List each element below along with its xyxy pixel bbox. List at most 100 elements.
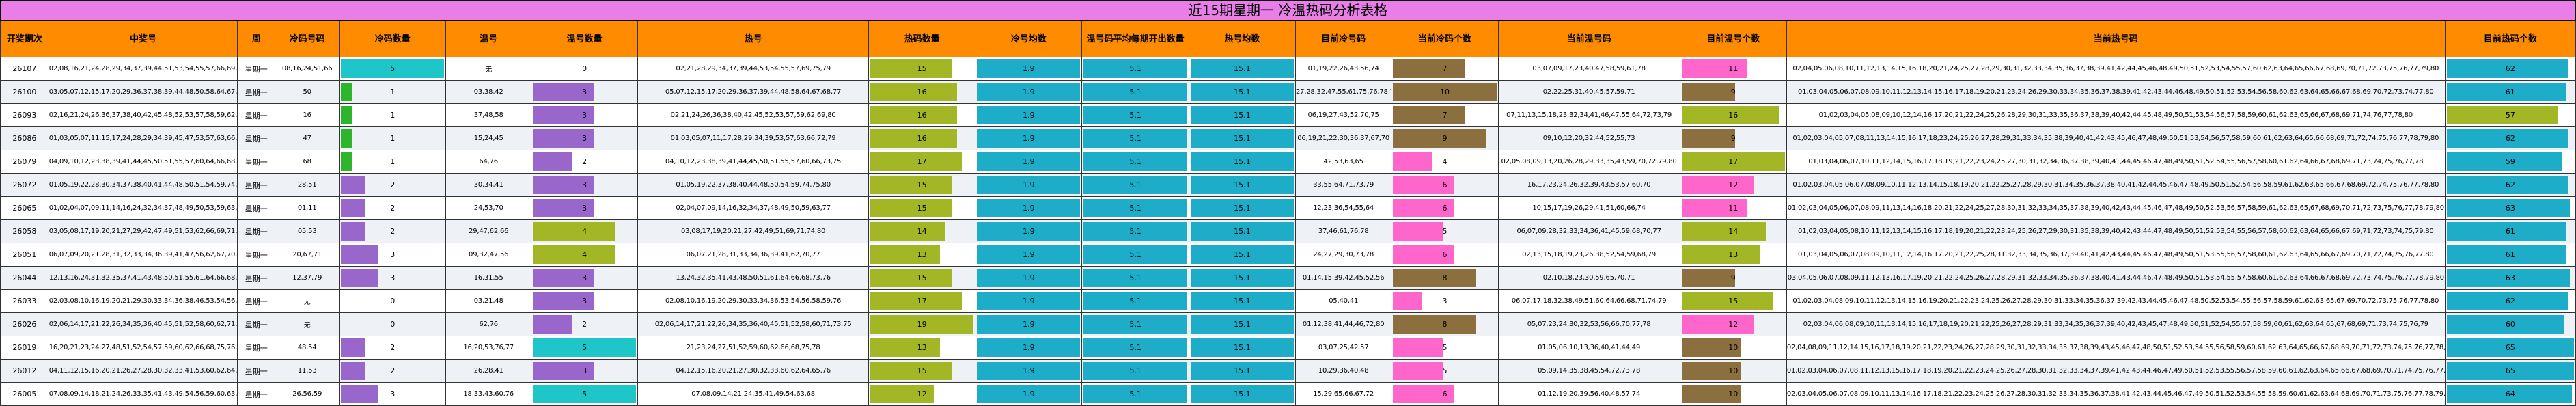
bar-hot-n	[870, 59, 952, 78]
bar-cur-cold-n	[1393, 152, 1433, 171]
cell-week: 星期一	[237, 382, 276, 406]
bar-cold-avg	[977, 106, 1081, 124]
value-cold-avg: 1.9	[1023, 180, 1035, 189]
header-cold-n: 冷码数量	[339, 21, 447, 57]
value-cur-cold-n: 5	[1442, 343, 1448, 352]
cell-week: 星期一	[237, 312, 276, 336]
value-hot-avg: 15.1	[1234, 390, 1251, 398]
cell-warm: 62,76	[445, 312, 531, 336]
cell-cur-warm: 02,13,15,18,19,23,26,38,52,54,59,68,79	[1497, 243, 1680, 267]
bar-cur-cold-n	[1393, 106, 1465, 124]
header-cur-hot: 当前热号码	[1786, 21, 2446, 57]
cell-cur-warm-n: 10	[1679, 336, 1787, 360]
cell-cold-n: 3	[339, 382, 447, 406]
bar-warm-n	[532, 338, 637, 357]
bar-cold-n	[341, 176, 365, 194]
bar-hot-n	[870, 152, 962, 171]
value-hot-avg: 15.1	[1234, 320, 1251, 329]
cell-hot-n: 13	[868, 336, 976, 360]
cell-cur-warm: 02,10,18,23,30,59,65,70,71	[1497, 266, 1680, 290]
analysis-table: 开奖期次 中奖号周冷码号码 冷码数量 温号 温号数量 热号 热码数量 冷号均数 温号码平均每期开…	[0, 21, 2576, 406]
bar-cold-n	[341, 152, 352, 171]
cell-cur-cold: 05,40,41	[1294, 289, 1392, 313]
value-hot-n: 13	[917, 250, 927, 259]
header-win: 中奖号	[48, 21, 238, 57]
value-cur-warm-n: 11	[1728, 64, 1739, 73]
header-issue: 开奖期次	[0, 21, 49, 57]
cell-cur-hot: 01,02,03,04,05,06,07,08,09,11,13,14,16,1…	[1786, 196, 2446, 220]
cell-cur-cold-n: 3	[1391, 289, 1499, 313]
cell-warm: 30,34,41	[445, 173, 531, 197]
bar-warm-n	[532, 222, 615, 241]
bar-warm-avg	[1083, 269, 1187, 287]
value-cur-cold-n: 6	[1442, 250, 1448, 259]
cell-warm-n: 2	[530, 150, 639, 174]
cell-cur-hot-n: 59	[2444, 150, 2576, 174]
cell-hot-n: 19	[868, 312, 976, 336]
bar-warm-n	[532, 83, 594, 101]
cell-win: 04,09,10,12,23,38,39,41,44,45,50,51,55,5…	[48, 150, 238, 174]
table-row: 26005 07,08,09,14,18,21,24,26,33,35,41,43…	[0, 382, 2576, 406]
bar-warm-n	[532, 152, 573, 171]
bar-cur-warm-n	[1681, 245, 1760, 264]
cell-cur-cold-n: 7	[1391, 57, 1499, 81]
cell-cur-cold: 27,28,32,47,55,61,75,76,78,79	[1294, 80, 1392, 104]
cell-hot: 02,04,07,09,14,16,32,34,37,48,49,50,59,6…	[637, 196, 870, 220]
header-row: 开奖期次 中奖号周冷码号码 冷码数量 温号 温号数量 热号 热码数量 冷号均数 温号码平均每期开…	[0, 21, 2576, 57]
cell-win: 01,03,05,07,11,15,17,24,28,29,34,39,45,4…	[48, 126, 238, 150]
cell-cold-avg: 1.9	[975, 57, 1083, 81]
cell-warm-avg: 5.1	[1081, 243, 1189, 267]
cell-cur-cold: 01,19,22,26,43,56,74	[1294, 57, 1392, 81]
cell-cold-n: 0	[339, 312, 447, 336]
table-row: 26033 02,03,08,10,16,19,20,21,29,30,33,34…	[0, 289, 2576, 313]
table-row: 26051 06,07,09,20,21,28,31,32,33,34,36,39…	[0, 243, 2576, 267]
value-cur-hot-n: 62	[2505, 180, 2515, 189]
cell-cur-cold: 24,27,29,30,73,78	[1294, 243, 1392, 267]
cell-cold: 26,56,59	[275, 382, 340, 406]
value-warm-n: 3	[582, 366, 587, 375]
bar-cur-hot-n	[2446, 152, 2562, 171]
value-cold-n: 3	[390, 250, 396, 259]
cell-cur-hot: 02,04,08,09,11,12,14,15,16,17,18,19,20,2…	[1786, 336, 2446, 360]
bar-hot-avg	[1190, 292, 1294, 310]
header-cur-cold: 目前冷号码	[1294, 21, 1392, 57]
cell-warm: 18,33,43,60,76	[445, 382, 531, 406]
value-warm-n: 3	[582, 297, 587, 306]
value-cur-hot-n: 57	[2505, 111, 2515, 120]
cell-hot: 02,21,28,29,34,37,39,44,53,54,55,57,69,7…	[637, 57, 870, 81]
cell-warm-avg: 5.1	[1081, 173, 1189, 197]
value-cold-n: 2	[390, 366, 396, 375]
cell-warm-avg: 5.1	[1081, 103, 1189, 127]
cell-cur-hot-n: 61	[2444, 243, 2576, 267]
header-cur-cold-n: 当前冷码个数	[1391, 21, 1499, 57]
value-cur-warm-n: 9	[1730, 134, 1736, 143]
bar-hot-n	[870, 292, 962, 310]
cell-cur-hot: 01,02,03,04,05,08,10,11,12,13,14,15,16,1…	[1786, 219, 2446, 243]
bar-cur-cold-n	[1393, 245, 1454, 264]
value-cur-cold-n: 6	[1442, 204, 1448, 213]
bar-hot-n	[870, 83, 957, 101]
cell-hot: 05,07,12,15,17,20,29,36,37,39,44,48,58,6…	[637, 80, 870, 104]
cell-hot-n: 16	[868, 103, 976, 127]
cell-hot-n: 15	[868, 266, 976, 290]
bar-hot-n	[870, 199, 952, 217]
cell-issue: 26086	[0, 126, 49, 150]
value-warm-n: 0	[582, 64, 587, 73]
table-row: 26093 02,16,21,24,26,36,37,38,40,42,45,48…	[0, 103, 2576, 127]
cell-cur-hot: 03,04,05,06,07,08,09,11,12,13,16,17,19,2…	[1786, 266, 2446, 290]
cell-cold-n: 2	[339, 359, 447, 383]
cell-warm-n: 4	[530, 243, 639, 267]
value-cold-avg: 1.9	[1023, 366, 1035, 375]
cell-week: 星期一	[237, 80, 276, 104]
value-cur-warm-n: 16	[1728, 111, 1739, 120]
cell-cold: 50	[275, 80, 340, 104]
cell-cur-cold: 42,53,63,65	[1294, 150, 1392, 174]
bar-cur-warm-n	[1681, 292, 1773, 310]
value-hot-n: 16	[917, 134, 927, 143]
cell-warm-avg: 5.1	[1081, 57, 1189, 81]
cell-cur-hot: 01,03,04,05,06,07,08,09,10,11,12,13,14,1…	[1786, 80, 2446, 104]
value-hot-avg: 15.1	[1234, 227, 1251, 236]
cell-hot-avg: 15.1	[1188, 266, 1296, 290]
cell-cur-cold-n: 5	[1391, 336, 1499, 360]
bar-cold-n	[341, 269, 378, 287]
